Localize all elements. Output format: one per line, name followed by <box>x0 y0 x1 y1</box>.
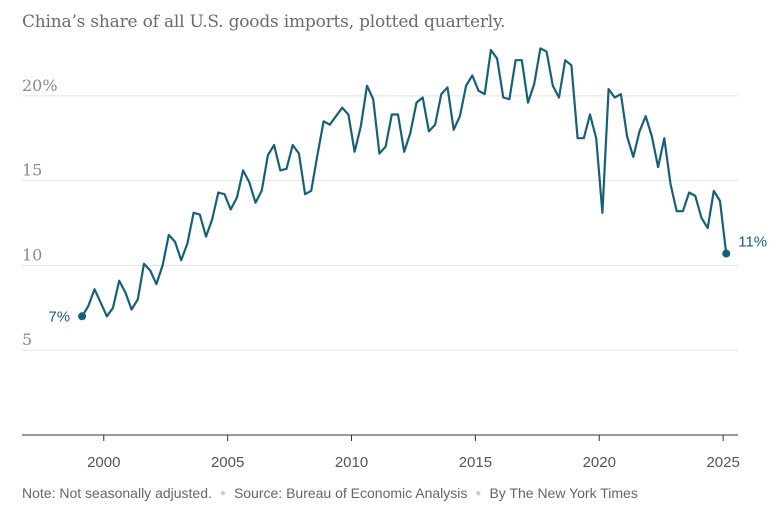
y-tick-label: 5 <box>22 330 32 349</box>
y-tick-label: 20% <box>22 76 58 95</box>
x-tick-label: 2005 <box>211 454 244 471</box>
x-tick-label: 2015 <box>459 454 492 471</box>
x-tick-label: 2020 <box>583 454 616 471</box>
x-axis-ticks: 2000 2005 2010 2015 2020 2025 <box>87 435 740 471</box>
start-point-marker <box>78 312 87 321</box>
footer-separator-dot: ● <box>219 488 226 499</box>
start-value-label: 7% <box>48 308 70 325</box>
footer: Note: Not seasonally adjusted. ● Source: B… <box>22 485 638 501</box>
footer-source: Source: Bureau of Economic Analysis <box>233 485 468 501</box>
gridlines <box>22 95 738 351</box>
series-line-china-share <box>81 47 728 318</box>
x-tick-label: 2010 <box>335 454 368 471</box>
y-axis-ticks: 5 10 15 20% <box>22 76 58 349</box>
end-point-marker <box>722 249 731 258</box>
x-tick-label: 2025 <box>706 454 739 471</box>
x-tick-label: 2000 <box>87 454 120 471</box>
endpoint-markers: 7% 11% <box>48 234 767 326</box>
y-tick-label: 10 <box>22 245 42 264</box>
footer-credit: By The New York Times <box>489 485 638 501</box>
chart-title: China’s share of all U.S. goods imports,… <box>22 12 506 32</box>
footer-note: Note: Not seasonally adjusted. <box>22 485 212 501</box>
footer-separator-dot: ● <box>475 488 482 499</box>
end-value-label: 11% <box>738 234 767 251</box>
y-tick-label: 15 <box>22 161 42 180</box>
